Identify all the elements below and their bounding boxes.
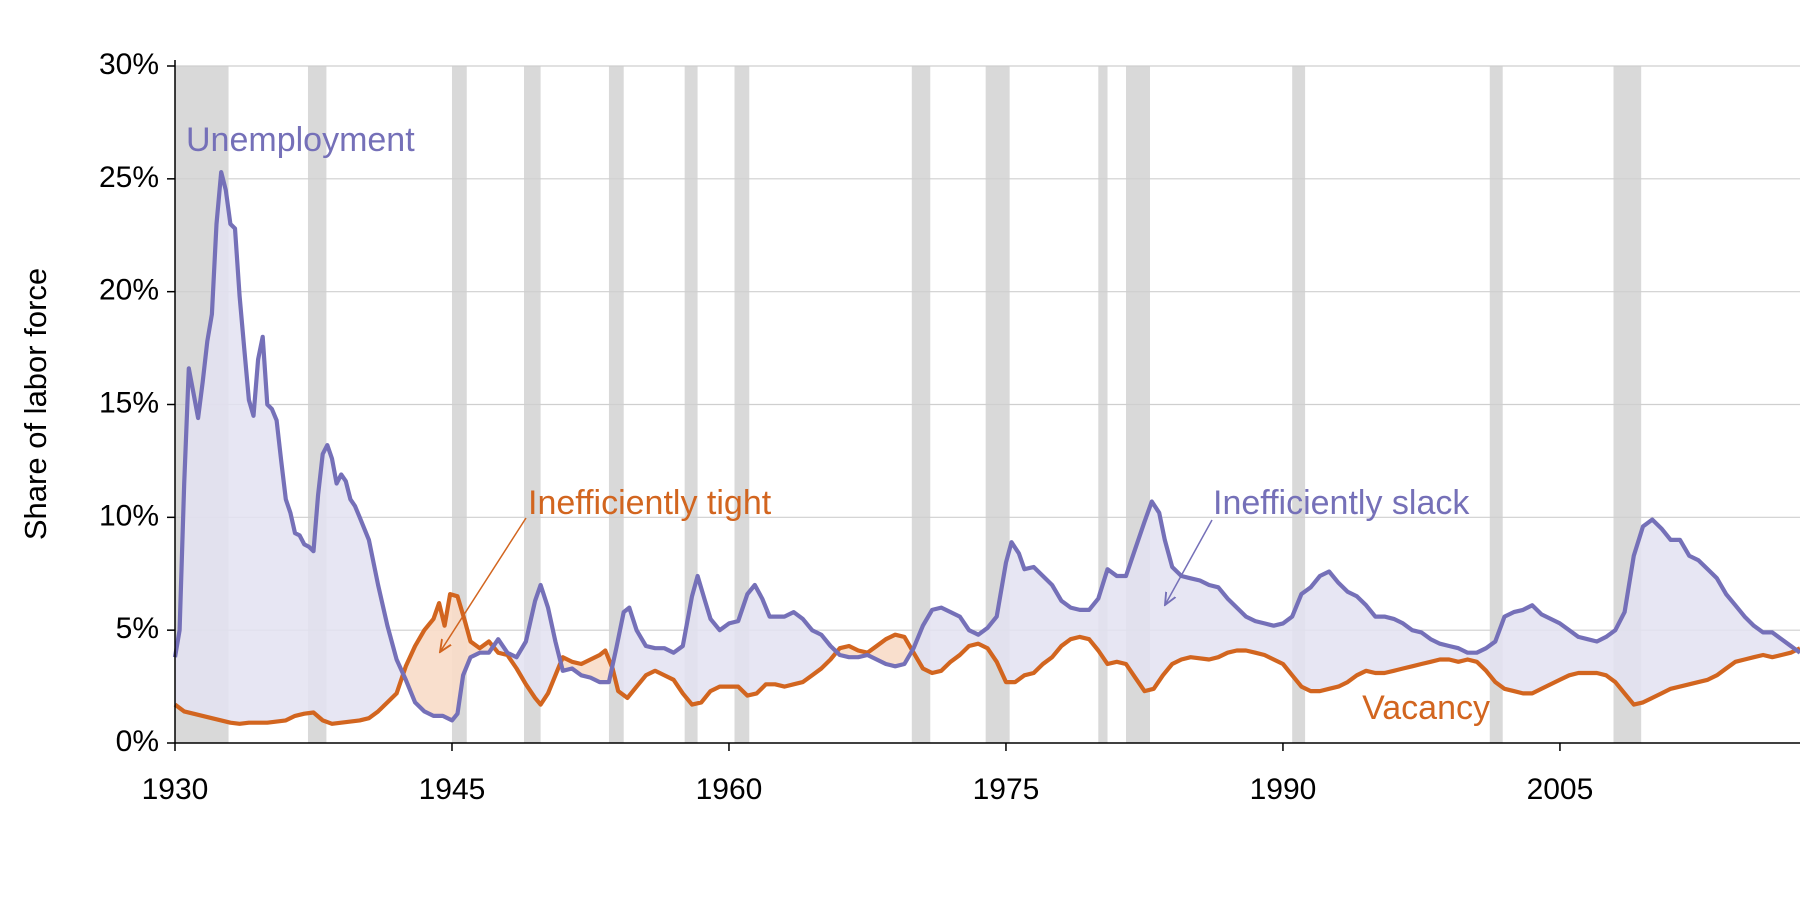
y-tick-label: 10%	[99, 499, 159, 532]
annotation-arrow	[440, 517, 527, 652]
y-tick-label: 25%	[99, 161, 159, 194]
x-tick-label: 1930	[142, 773, 209, 806]
y-tick-label: 15%	[99, 386, 159, 419]
x-tick-label: 1975	[973, 773, 1040, 806]
x-tick-label: 1945	[419, 773, 486, 806]
y-tick-label: 5%	[116, 612, 159, 645]
annotation: Inefficiently tight	[528, 484, 772, 522]
x-tick-label: 1960	[696, 773, 763, 806]
y-axis-title: Share of labor force	[18, 268, 53, 540]
annotation-arrow	[1165, 519, 1213, 605]
unemployment-line	[172, 170, 1800, 723]
annotation: Vacancy	[1362, 689, 1490, 727]
annotation: Unemployment	[186, 121, 415, 159]
y-tick-label: 30%	[99, 48, 159, 81]
x-tick-label: 1990	[1250, 773, 1317, 806]
x-tick-label: 2005	[1527, 773, 1594, 806]
vacancy-line	[173, 592, 1800, 726]
y-tick-label: 0%	[116, 725, 159, 758]
y-tick-label: 20%	[99, 274, 159, 307]
annotation: Inefficiently slack	[1213, 484, 1470, 522]
